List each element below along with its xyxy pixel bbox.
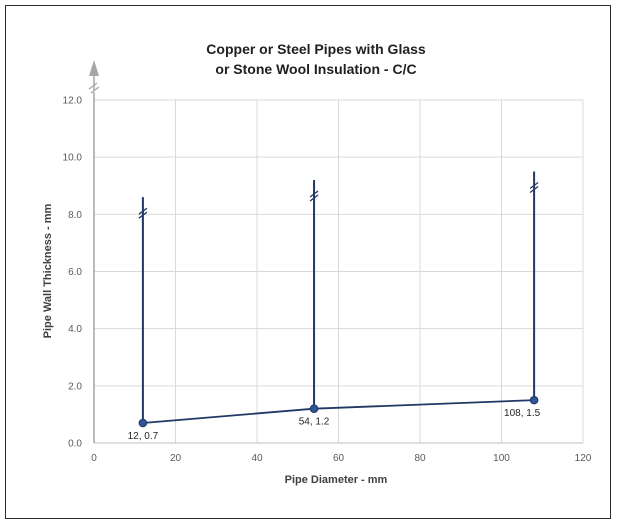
x-tick-label: 120 bbox=[575, 453, 592, 464]
data-label: 54, 1.2 bbox=[299, 417, 330, 428]
y-axis-break-mark bbox=[88, 82, 98, 90]
y-tick-label: 0.0 bbox=[68, 439, 82, 450]
gridlines bbox=[94, 99, 584, 443]
chart-frame bbox=[5, 5, 611, 519]
axes: 0.0 2.0 4.0 6.0 8.0 10.0 12.0 0 20 40 60 80 100 120 bbox=[63, 60, 592, 464]
data-point bbox=[309, 404, 319, 414]
line-break-mark bbox=[309, 190, 319, 198]
x-tick-label: 20 bbox=[170, 453, 182, 464]
y-tick-label: 6.0 bbox=[68, 267, 82, 278]
y-tick-label: 12.0 bbox=[63, 96, 83, 107]
data-label: 108, 1.5 bbox=[504, 408, 541, 419]
chart-title-line-1: Copper or Steel Pipes with Glass bbox=[206, 41, 426, 57]
y-tick-label: 4.0 bbox=[68, 324, 82, 335]
data-label: 12, 0.7 bbox=[128, 431, 159, 442]
x-tick-label: 80 bbox=[414, 453, 426, 464]
line-break-mark bbox=[309, 194, 319, 202]
x-tick-label: 100 bbox=[493, 453, 510, 464]
y-axis-arrow bbox=[89, 60, 99, 76]
x-tick-label: 40 bbox=[251, 453, 263, 464]
data-point bbox=[529, 395, 539, 405]
x-axis-label: Pipe Diameter - mm bbox=[285, 474, 388, 486]
y-tick-label: 8.0 bbox=[68, 210, 82, 221]
data-point bbox=[138, 418, 148, 428]
y-axis-label: Pipe Wall Thickness - mm bbox=[42, 203, 54, 338]
line-break-mark bbox=[529, 181, 539, 189]
line-break-mark bbox=[138, 207, 148, 215]
y-axis-break-mark bbox=[90, 86, 100, 94]
x-tick-label: 60 bbox=[333, 453, 345, 464]
chart-marks: 12, 0.7 54, 1.2 108, 1.5 bbox=[128, 171, 541, 442]
line-break-mark bbox=[138, 211, 148, 219]
x-tick-label: 0 bbox=[91, 453, 97, 464]
line-break-mark bbox=[529, 185, 539, 193]
y-tick-label: 2.0 bbox=[68, 381, 82, 392]
y-tick-label: 10.0 bbox=[63, 153, 83, 164]
chart-title-line-2: or Stone Wool Insulation - C/C bbox=[215, 61, 416, 77]
